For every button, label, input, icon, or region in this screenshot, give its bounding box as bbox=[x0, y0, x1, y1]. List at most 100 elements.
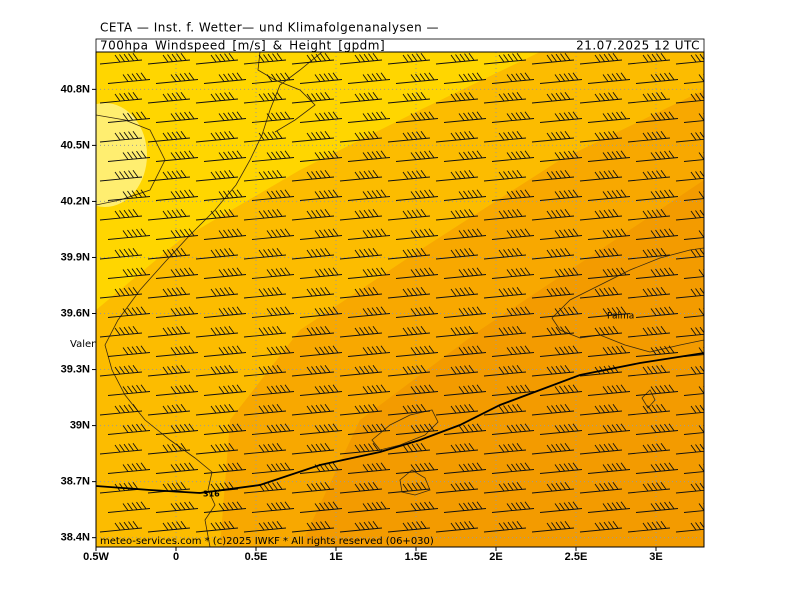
wind-barb bbox=[155, 423, 199, 435]
wind-barb bbox=[339, 130, 383, 143]
y-tick-label: 40.2N bbox=[61, 195, 90, 207]
wind-barb bbox=[291, 130, 335, 143]
wind-barb bbox=[203, 384, 247, 396]
wind-barb bbox=[635, 189, 679, 201]
wind-barb bbox=[531, 169, 575, 182]
wind-barb bbox=[147, 130, 191, 143]
wind-barb bbox=[203, 111, 247, 123]
wind-barb bbox=[243, 481, 287, 494]
wind-barb bbox=[443, 72, 487, 84]
map-subtitle: 700hpa_Windspeed_[m/s]_&_Height_[gpdm] bbox=[100, 39, 385, 53]
wind-barb bbox=[627, 364, 671, 377]
y-tick-label: 40.8N bbox=[61, 83, 90, 95]
wind-barb bbox=[635, 150, 679, 162]
x-tick-label: 0.5W bbox=[83, 551, 109, 563]
wind-barb bbox=[251, 228, 295, 240]
wind-barb bbox=[195, 52, 239, 65]
wind-barb bbox=[531, 481, 575, 494]
wind-barb bbox=[155, 267, 199, 279]
wind-barb bbox=[395, 384, 439, 396]
wind-barb bbox=[627, 481, 671, 494]
wind-barb bbox=[587, 306, 631, 318]
wind-barb bbox=[387, 130, 431, 143]
wind-barb bbox=[443, 306, 487, 318]
wind-barb bbox=[339, 325, 383, 338]
wind-barb bbox=[291, 403, 335, 416]
wind-barb bbox=[347, 189, 391, 201]
wind-barb bbox=[347, 72, 391, 84]
wind-barb bbox=[675, 248, 704, 260]
wind-barb bbox=[627, 52, 671, 65]
wind-barb bbox=[491, 345, 535, 357]
wind-barb bbox=[251, 384, 295, 396]
wind-barb bbox=[387, 442, 431, 455]
wind-barb bbox=[587, 111, 631, 123]
wind-barb bbox=[435, 208, 479, 221]
wind-barb bbox=[155, 72, 199, 84]
wind-barb bbox=[251, 423, 295, 435]
wind-barb bbox=[435, 364, 479, 377]
wind-barb bbox=[395, 150, 439, 162]
wind-barb bbox=[531, 208, 575, 221]
wind-barb bbox=[387, 364, 431, 377]
wind-barb bbox=[531, 442, 575, 455]
wind-barb bbox=[291, 481, 335, 494]
wind-barb bbox=[483, 208, 527, 221]
wind-barb bbox=[443, 384, 487, 396]
wind-barb bbox=[147, 247, 191, 260]
wind-barb bbox=[635, 423, 679, 435]
wind-barb bbox=[635, 501, 679, 513]
wind-barb bbox=[339, 247, 383, 260]
wind-barb bbox=[147, 520, 191, 533]
coastline bbox=[104, 52, 323, 547]
wind-barb bbox=[243, 520, 287, 533]
wind-barb bbox=[395, 228, 439, 240]
wind-barb bbox=[635, 345, 679, 357]
wind-barb bbox=[395, 267, 439, 279]
wind-barb bbox=[539, 228, 583, 240]
wind-barb bbox=[627, 130, 671, 143]
wind-barb bbox=[203, 306, 247, 318]
wind-barb bbox=[587, 72, 631, 84]
wind-barb bbox=[675, 53, 704, 65]
wind-barb bbox=[243, 286, 287, 299]
wind-barb bbox=[243, 91, 287, 104]
wind-barb bbox=[539, 423, 583, 435]
wind-barb bbox=[339, 481, 383, 494]
wind-barb bbox=[291, 208, 335, 221]
wind-barb bbox=[579, 403, 623, 416]
wind-barb bbox=[579, 286, 623, 299]
map-area: Palma 316 meteo-services.com * (c)2025 I… bbox=[96, 52, 704, 547]
wind-barb bbox=[99, 52, 143, 65]
x-tick-label: 3E bbox=[649, 551, 662, 563]
wind-barb bbox=[387, 520, 431, 533]
wind-barb bbox=[683, 307, 704, 318]
wind-barb bbox=[491, 306, 535, 318]
wind-barb bbox=[347, 306, 391, 318]
wind-barb bbox=[203, 267, 247, 279]
wind-barb bbox=[579, 130, 623, 143]
wind-barb bbox=[683, 151, 704, 162]
wind-barb bbox=[395, 111, 439, 123]
wind-barb bbox=[387, 286, 431, 299]
contour-label: 316 bbox=[203, 490, 220, 499]
map-title: CETA — Inst. f. Wetter— und Klimafolgena… bbox=[100, 21, 439, 35]
wind-barb bbox=[387, 325, 431, 338]
wind-barb bbox=[683, 190, 704, 201]
wind-barb bbox=[107, 462, 151, 474]
wind-barb bbox=[99, 442, 143, 455]
wind-barb bbox=[683, 463, 704, 474]
wind-barb bbox=[491, 111, 535, 123]
wind-barb bbox=[483, 364, 527, 377]
wind-barb bbox=[395, 423, 439, 435]
wind-barb bbox=[147, 403, 191, 416]
wind-barb bbox=[539, 306, 583, 318]
wind-barb bbox=[387, 247, 431, 260]
wind-barb bbox=[251, 345, 295, 357]
wind-barb bbox=[147, 91, 191, 104]
wind-barb bbox=[347, 150, 391, 162]
place-label: Palma bbox=[607, 312, 634, 322]
wind-barb bbox=[99, 520, 143, 533]
wind-barb bbox=[99, 91, 143, 104]
wind-barb bbox=[107, 384, 151, 396]
